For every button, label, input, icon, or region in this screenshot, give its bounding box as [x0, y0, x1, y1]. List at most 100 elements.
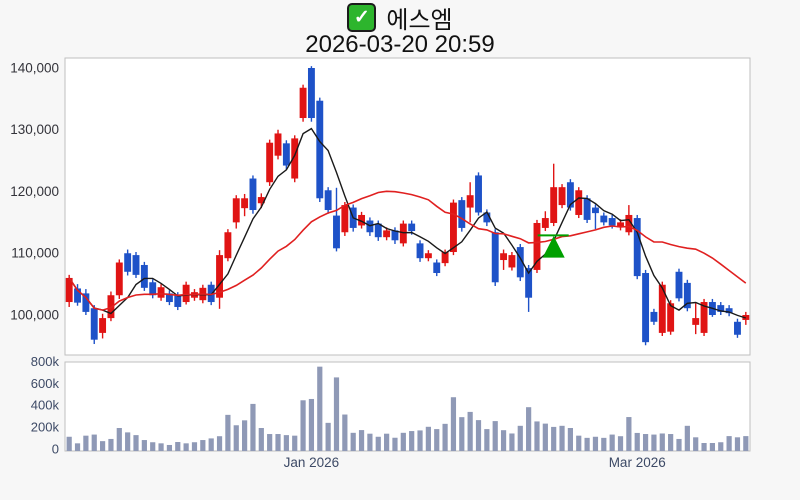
candle-body: [316, 100, 324, 199]
candle-body: [266, 142, 274, 183]
candle-body: [583, 198, 591, 220]
volume-bar: [500, 430, 507, 451]
axis-labels: 100,000 110,000 120,000 130,000 140,000 0 200k…: [10, 60, 666, 470]
candle-body: [124, 253, 132, 272]
candle-body: [174, 295, 182, 307]
candle-body: [416, 243, 424, 259]
volume-bar: [400, 432, 406, 451]
volume-bar: [283, 435, 289, 451]
volume-bars: [66, 366, 749, 451]
candle-body: [232, 198, 240, 223]
candle-body: [508, 255, 516, 268]
volume-bar: [166, 444, 173, 451]
volume-bar: [475, 420, 482, 451]
volume-tick-label: 400k: [31, 398, 60, 413]
candle-body: [433, 262, 441, 274]
candle-body: [74, 288, 81, 303]
volume-bar: [509, 433, 515, 451]
volume-bar: [384, 433, 390, 451]
volume-bar: [325, 422, 331, 451]
volume-bar: [200, 440, 206, 451]
candle-body: [82, 293, 90, 312]
volume-bar: [743, 436, 749, 451]
volume-bar: [225, 414, 231, 451]
candle-body: [558, 187, 566, 206]
candle-body: [333, 215, 340, 249]
candle-body: [650, 311, 658, 322]
price-tick-label: 100,000: [10, 307, 59, 322]
candle-body: [550, 187, 558, 223]
volume-bar: [517, 425, 523, 451]
volume-bar: [484, 429, 490, 451]
candle-body: [216, 255, 223, 298]
volume-bar: [133, 435, 139, 451]
candle-body: [734, 321, 741, 335]
volume-bar: [108, 438, 114, 451]
chart-title: ✓ 에스엠: [0, 2, 800, 34]
volume-bar: [66, 436, 72, 451]
candle-body: [667, 303, 675, 332]
volume-bar: [125, 432, 131, 451]
candle-body: [642, 273, 650, 343]
candle-body: [241, 198, 249, 209]
candle-body: [140, 264, 148, 288]
volume-bar: [258, 427, 264, 451]
volume-bar: [693, 437, 699, 451]
price-tick-label: 140,000: [10, 60, 59, 75]
candle-body: [592, 207, 599, 214]
candle-body: [408, 223, 416, 232]
candle-body: [207, 284, 215, 303]
volume-bar: [267, 434, 273, 451]
volume-bar: [709, 443, 716, 451]
candle-body: [399, 223, 407, 244]
volume-bar: [626, 417, 632, 451]
volume-bar: [191, 442, 198, 451]
volume-bar: [358, 430, 365, 451]
volume-bar: [425, 426, 431, 451]
candle-body: [65, 277, 73, 303]
candle-body: [358, 214, 366, 226]
candle-body: [483, 212, 491, 223]
candle-body: [617, 222, 624, 228]
candle-body: [725, 308, 733, 314]
candle-body: [324, 190, 332, 211]
volume-bar: [450, 397, 457, 451]
candle-body: [274, 133, 282, 156]
volume-bar: [233, 425, 239, 451]
volume-bar: [676, 438, 682, 451]
volume-bar: [434, 429, 440, 451]
price-tick-label: 110,000: [11, 246, 59, 261]
candle-body: [541, 218, 549, 228]
candle-body: [466, 195, 474, 208]
volume-bar: [158, 443, 164, 451]
volume-bar: [300, 400, 306, 451]
candle-body: [683, 282, 691, 309]
candle-body: [700, 302, 708, 333]
volume-bar: [392, 437, 398, 451]
volume-bar: [668, 434, 674, 451]
candle-body: [692, 318, 700, 325]
volume-bar: [567, 427, 573, 451]
volume-bar: [734, 437, 741, 451]
date-tick-label: Mar 2026: [609, 455, 666, 470]
candle-body: [608, 218, 616, 226]
candle-body: [675, 271, 683, 299]
candle-body: [90, 308, 98, 340]
volume-bar: [442, 423, 448, 451]
volume-bar: [292, 435, 298, 451]
candle-body: [257, 197, 265, 204]
price-tick-label: 120,000: [10, 184, 59, 199]
buy-triangle-icon: [542, 235, 565, 258]
candle-body: [575, 190, 583, 215]
candle-body: [391, 230, 399, 241]
candle-body: [157, 287, 165, 298]
moving-average-lines: [68, 127, 747, 319]
volume-bar: [242, 420, 248, 451]
volume-bar: [367, 433, 373, 451]
candle-body: [374, 223, 382, 238]
candle-body: [182, 284, 190, 303]
volume-tick-label: 0: [52, 442, 59, 457]
volume-bar: [83, 435, 89, 451]
volume-bar: [542, 423, 548, 451]
volume-bar: [208, 438, 214, 451]
